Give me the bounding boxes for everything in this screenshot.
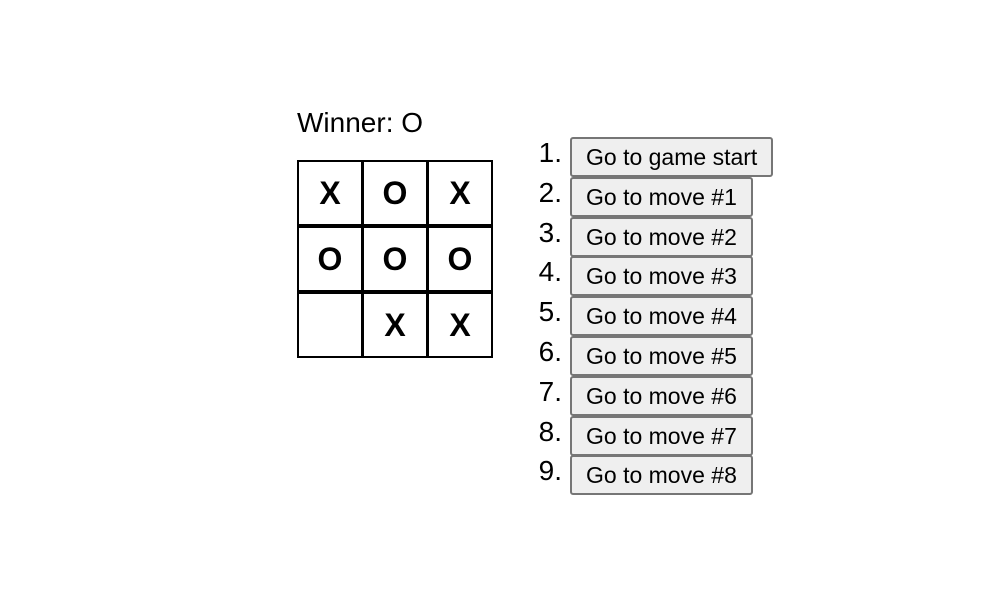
move-history-item: 2. Go to move #1 — [520, 177, 773, 217]
board-square[interactable]: O — [362, 226, 428, 292]
board-row: X X — [297, 292, 494, 358]
move-history-item: 6. Go to move #5 — [520, 336, 773, 376]
board-square[interactable]: O — [427, 226, 493, 292]
board-row: O O O — [297, 226, 494, 292]
move-number: 2. — [520, 176, 570, 210]
game-status: Winner: O — [297, 106, 423, 140]
go-to-move-8-button[interactable]: Go to move #8 — [570, 455, 753, 495]
go-to-move-2-button[interactable]: Go to move #2 — [570, 217, 753, 257]
move-history-item: 8. Go to move #7 — [520, 416, 773, 456]
move-number: 8. — [520, 415, 570, 449]
board-square[interactable]: X — [362, 292, 428, 358]
move-number: 3. — [520, 216, 570, 250]
board-square[interactable]: X — [297, 160, 363, 226]
go-to-move-5-button[interactable]: Go to move #5 — [570, 336, 753, 376]
move-number: 1. — [520, 136, 570, 170]
board-square[interactable]: O — [297, 226, 363, 292]
move-number: 7. — [520, 375, 570, 409]
board-square[interactable] — [297, 292, 363, 358]
board-square[interactable]: O — [362, 160, 428, 226]
move-number: 5. — [520, 295, 570, 329]
move-history-list: 1. Go to game start 2. Go to move #1 3. … — [520, 137, 773, 495]
move-number: 6. — [520, 335, 570, 369]
move-number: 4. — [520, 255, 570, 289]
board-square[interactable]: X — [427, 160, 493, 226]
go-to-move-1-button[interactable]: Go to move #1 — [570, 177, 753, 217]
move-history-item: 3. Go to move #2 — [520, 217, 773, 257]
move-history-item: 9. Go to move #8 — [520, 455, 773, 495]
go-to-move-3-button[interactable]: Go to move #3 — [570, 256, 753, 296]
move-history-item: 7. Go to move #6 — [520, 376, 773, 416]
board-square[interactable]: X — [427, 292, 493, 358]
go-to-move-7-button[interactable]: Go to move #7 — [570, 416, 753, 456]
go-to-move-6-button[interactable]: Go to move #6 — [570, 376, 753, 416]
board-row: X O X — [297, 160, 494, 226]
go-to-game-start-button[interactable]: Go to game start — [570, 137, 773, 177]
move-history-item: 4. Go to move #3 — [520, 256, 773, 296]
move-history-item: 5. Go to move #4 — [520, 296, 773, 336]
game-board: X O X O O O X X — [297, 160, 494, 358]
move-number: 9. — [520, 454, 570, 488]
go-to-move-4-button[interactable]: Go to move #4 — [570, 296, 753, 336]
move-history-item: 1. Go to game start — [520, 137, 773, 177]
